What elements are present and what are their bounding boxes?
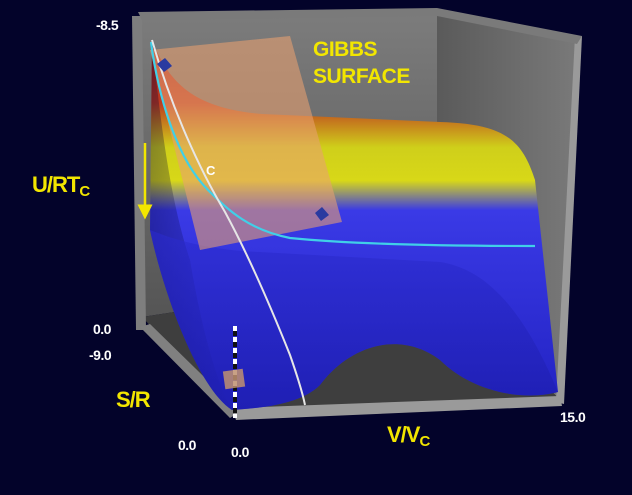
critical-point-label: C: [206, 163, 216, 178]
box-edge-bottom: [140, 324, 240, 418]
s-axis-label: S/R: [116, 387, 151, 412]
s-tick-near: 0.0: [178, 437, 196, 453]
box-edge-right-bottom: [232, 396, 562, 420]
box-edge-top: [138, 8, 582, 44]
u-tick-top: -8.5: [96, 17, 119, 33]
spinodal-curve: [151, 39, 306, 406]
u-axis-label-sub: C: [79, 183, 90, 200]
title-line-1: GIBBS: [313, 38, 378, 61]
box-edge-right: [556, 36, 582, 404]
coexistence-curve: [149, 41, 536, 248]
v-tick-min: 0.0: [231, 444, 249, 460]
v-axis-label-sub: C: [419, 433, 430, 450]
tangent-point-right-marker: [315, 207, 329, 221]
surface-front-face: [150, 230, 558, 410]
v-tick-max: 15.0: [560, 409, 586, 425]
u-axis-label-main: U/RT: [32, 172, 80, 197]
box-edge-left: [132, 16, 146, 330]
state-marker-square: [222, 368, 246, 390]
s-tick-far: -9.0: [89, 347, 112, 363]
v-axis-label-main: V/V: [387, 422, 420, 447]
tangent-plane: [150, 36, 342, 250]
tangent-point-left-marker: [157, 58, 172, 72]
v-axis-label: V/VC: [387, 422, 430, 450]
u-tick-bottom: 0.0: [93, 321, 111, 337]
u-axis-label: U/RTC: [32, 172, 90, 200]
diagram-title: GIBBS SURFACE: [313, 36, 410, 90]
title-line-2: SURFACE: [313, 65, 410, 88]
